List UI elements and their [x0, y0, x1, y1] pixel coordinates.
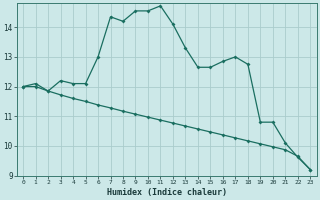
- X-axis label: Humidex (Indice chaleur): Humidex (Indice chaleur): [107, 188, 227, 197]
